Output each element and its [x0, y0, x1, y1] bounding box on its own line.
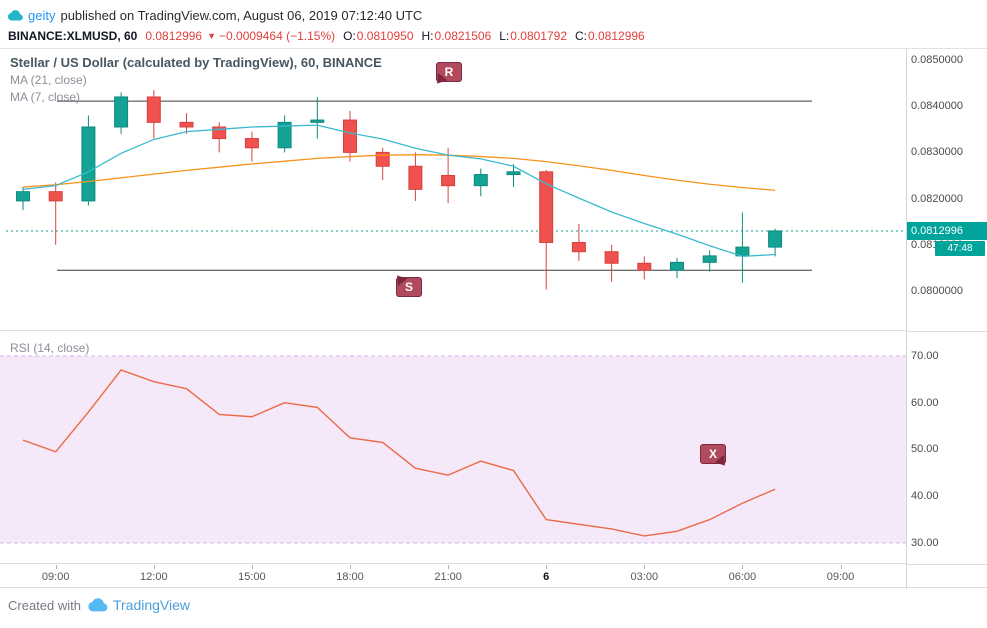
time-axis-label: 09:00	[826, 571, 855, 583]
rsi-band	[0, 355, 906, 543]
time-tick	[251, 565, 253, 569]
price-axis-label: 0.0850000	[911, 53, 963, 66]
down-arrow-icon: ▼	[207, 30, 217, 41]
ma7-label: MA (7, close)	[10, 90, 81, 104]
publish-bar: geity published on TradingView.com, Augu…	[8, 6, 422, 24]
brand-text: TradingView	[112, 597, 191, 613]
cloud-icon	[88, 598, 108, 612]
price-axis-label: 0.0830000	[911, 146, 963, 159]
rsi-axis-label: 70.00	[911, 349, 939, 362]
price-axis-label: 0.0820000	[911, 192, 963, 205]
rsi-pane[interactable]: RSI (14, close) X	[0, 332, 906, 564]
time-axis[interactable]: 09:00 12:00 15:00 18:00 21:00 6 03:00 06:00 09:0…	[0, 565, 906, 589]
footer: Created with TradingView	[8, 597, 190, 613]
ohlc-value: 0.0821506	[434, 28, 492, 43]
time-axis-label: 09:00	[41, 571, 70, 583]
time-tick	[153, 565, 155, 569]
tradingview-cloud-icon	[8, 8, 23, 23]
ohlc-label: O:	[343, 28, 356, 43]
rsi-chart[interactable]	[0, 332, 906, 564]
rsi-axis-label: 30.00	[911, 536, 939, 549]
resistance-callout[interactable]: R	[436, 62, 462, 82]
ohlc-label: L:	[499, 28, 510, 43]
price-change: −0.0009464 (−1.15%)	[219, 28, 336, 43]
axis-separator	[907, 564, 987, 565]
last-price: 0.0812996	[145, 28, 203, 43]
current-price-badge: 0.0812996	[907, 221, 987, 240]
ohlc-value: 0.0812996	[588, 28, 645, 43]
user-link[interactable]: geity	[28, 7, 56, 23]
candles-group	[16, 90, 783, 290]
rsi-line	[22, 369, 776, 537]
ma7-line	[22, 124, 776, 257]
x-callout[interactable]: X	[700, 444, 726, 464]
time-tick	[350, 565, 351, 569]
publish-text: published on TradingView.com, August 06,…	[60, 7, 423, 23]
price-axis[interactable]: 0.0812996 47:48 0.0850000 0.0840000 0.0830…	[906, 49, 987, 589]
created-with-text: Created with	[8, 597, 81, 613]
candlestick-chart[interactable]	[0, 49, 906, 331]
time-axis-label: 15:00	[238, 571, 266, 583]
rsi-axis-label: 50.00	[911, 443, 939, 456]
main-chart-pane[interactable]: Stellar / US Dollar (calculated by Tradi…	[0, 49, 906, 331]
time-axis-label: 03:00	[630, 571, 659, 583]
time-axis-label: 18:00	[336, 571, 364, 583]
time-axis-label: 06:00	[728, 571, 757, 583]
rsi-axis-label: 60.00	[911, 396, 939, 409]
time-axis-label: 12:00	[140, 571, 168, 583]
time-axis-label: 6	[543, 571, 550, 583]
time-tick	[644, 565, 646, 569]
ohlc-value: 0.0801792	[510, 28, 567, 43]
price-axis-label: 0.0800000	[911, 284, 963, 297]
ohlc-label: H:	[421, 28, 434, 43]
main-legend: Stellar / US Dollar (calculated by Tradi…	[10, 55, 382, 104]
rsi-title: RSI (14, close)	[10, 341, 90, 355]
symbol-name: BINANCE:XLMUSD, 60	[8, 28, 138, 43]
time-tick	[55, 565, 57, 569]
time-tick	[448, 565, 450, 569]
candle-countdown-badge: 47:48	[935, 240, 985, 256]
ohlc-label: C:	[575, 28, 587, 43]
time-axis-label: 21:00	[434, 571, 462, 583]
chart-area: Stellar / US Dollar (calculated by Tradi…	[0, 48, 987, 589]
symbol-bar: BINANCE:XLMUSD, 60 0.0812996 ▼ −0.000946…	[8, 27, 645, 44]
ohlc-values: O: 0.0810950 H: 0.0821506 L: 0.0801792 C: 0.081…	[335, 29, 645, 43]
price-axis-label: 0.0840000	[911, 100, 963, 113]
support-callout[interactable]: S	[396, 277, 422, 297]
ohlc-value: 0.0810950	[356, 28, 414, 43]
ma21-label: MA (21, close)	[10, 73, 87, 87]
time-tick	[840, 565, 842, 569]
tradingview-logo[interactable]: TradingView	[87, 597, 190, 613]
ma21-line	[22, 154, 776, 191]
time-tick	[742, 565, 744, 569]
time-tick	[546, 565, 548, 569]
axis-separator	[907, 331, 987, 332]
chart-title: Stellar / US Dollar (calculated by Tradi…	[10, 55, 382, 70]
rsi-axis-label: 40.00	[911, 490, 939, 503]
